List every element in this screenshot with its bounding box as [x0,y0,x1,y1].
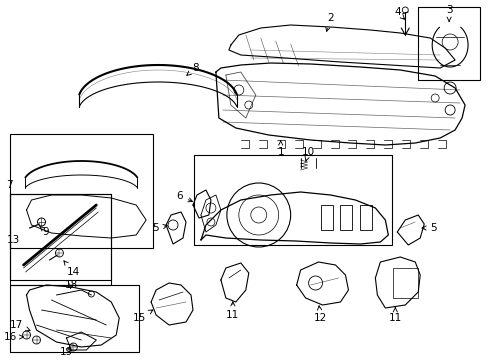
Text: 12: 12 [313,306,326,323]
Bar [340,205,352,230]
Text: 16: 16 [3,332,23,342]
Text: 2: 2 [325,13,333,31]
Text: 10: 10 [302,147,315,161]
Bar [10,194,111,280]
Text: 1: 1 [277,141,284,157]
Bar [417,7,479,80]
Text: 5: 5 [152,223,167,233]
Bar [10,285,139,352]
Text: 4: 4 [393,7,404,19]
Bar [360,205,372,230]
Text: 8: 8 [186,63,199,75]
Text: 11: 11 [388,307,401,323]
Bar [194,155,391,245]
Text: 9: 9 [40,226,49,237]
Text: 3: 3 [445,5,451,21]
Bar [10,134,153,248]
Text: 11: 11 [226,302,239,320]
Text: 14: 14 [64,261,80,277]
Bar [10,194,111,285]
Text: 17: 17 [10,320,30,331]
Text: 13: 13 [7,235,20,245]
Bar [320,205,332,230]
Bar [392,268,417,298]
Text: 7: 7 [7,180,13,190]
Text: 5: 5 [421,223,436,233]
Text: 19: 19 [60,347,73,357]
Text: 6: 6 [176,191,192,202]
Text: 15: 15 [133,310,153,323]
Text: 18: 18 [64,280,78,290]
